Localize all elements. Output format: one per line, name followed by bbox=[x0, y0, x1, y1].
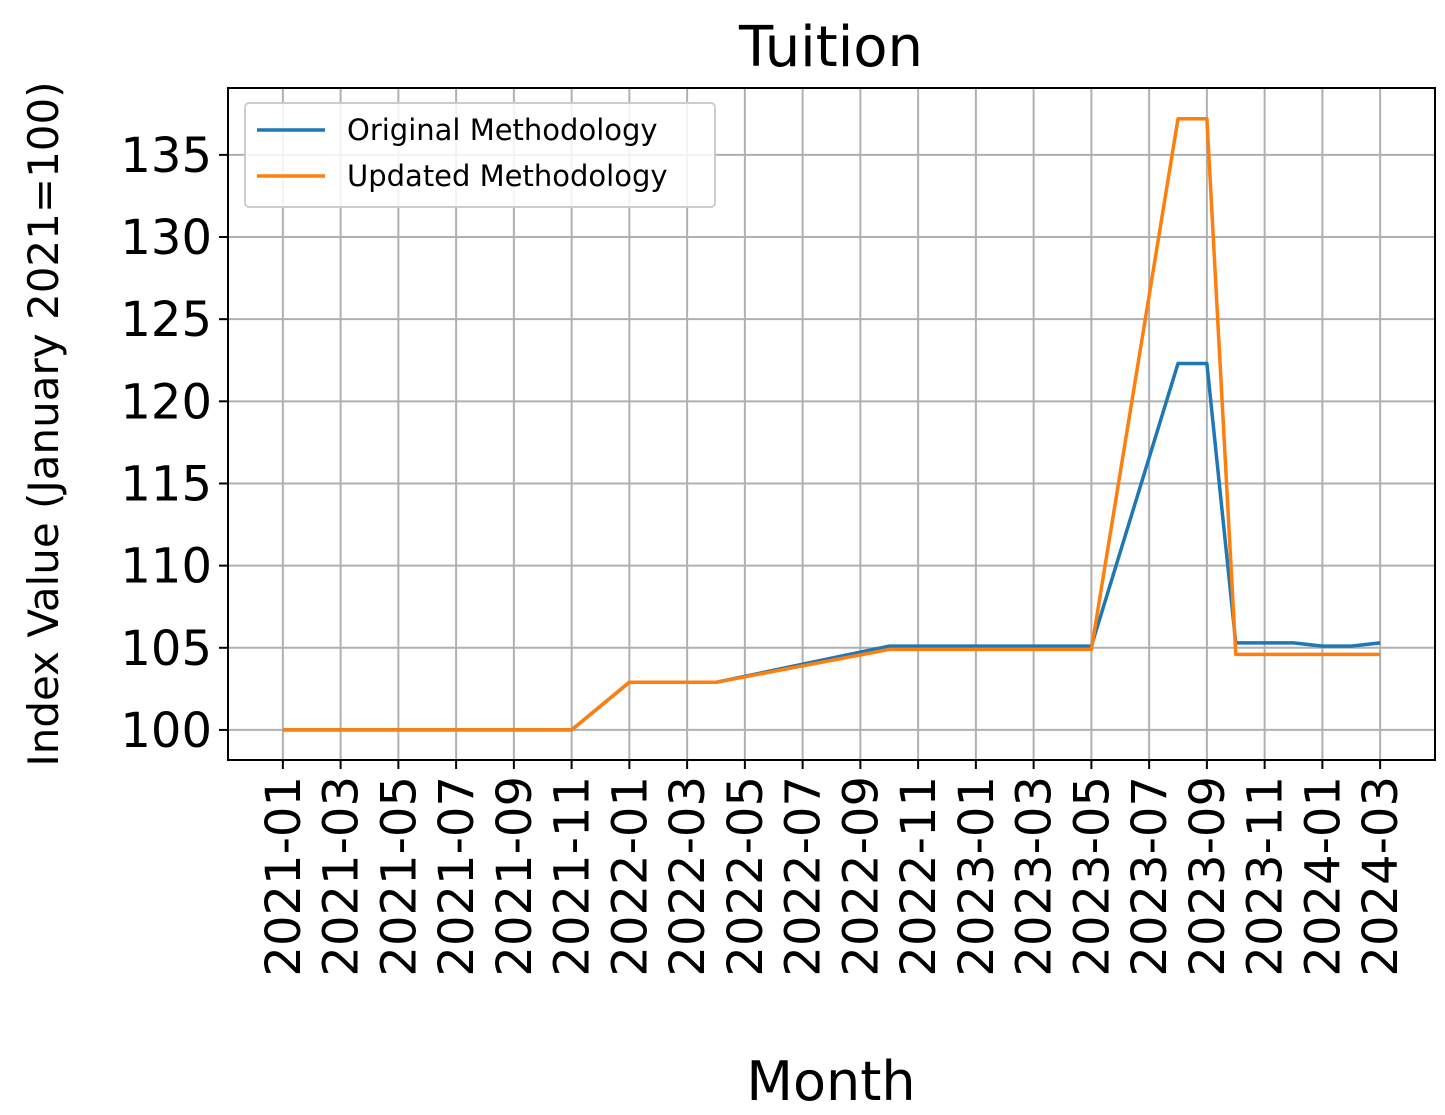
y-tick-label: 110 bbox=[120, 539, 212, 595]
x-tick-label: 2022-09 bbox=[833, 776, 889, 977]
plot-frame bbox=[227, 87, 1436, 761]
series-line bbox=[282, 361, 1381, 732]
x-tick-label: 2024-03 bbox=[1353, 776, 1409, 977]
x-tick-label: 2024-01 bbox=[1295, 776, 1351, 977]
y-tick-label: 135 bbox=[120, 128, 212, 184]
x-axis-label: Month bbox=[746, 1050, 915, 1113]
y-tick-label: 125 bbox=[120, 292, 212, 348]
x-tick-label: 2023-05 bbox=[1064, 776, 1120, 977]
y-tick-label: 130 bbox=[120, 210, 212, 266]
x-tick-label: 2022-03 bbox=[660, 776, 716, 977]
x-tick-label: 2023-03 bbox=[1007, 776, 1063, 977]
x-tick-label: 2021-03 bbox=[314, 776, 370, 977]
legend-label: Original Methodology bbox=[347, 113, 658, 147]
y-axis-label: Index Value (January 2021=100) bbox=[19, 81, 68, 766]
y-tick-label: 105 bbox=[120, 621, 212, 677]
legend-box bbox=[244, 102, 716, 208]
x-tick-label: 2021-01 bbox=[256, 776, 312, 977]
series-line bbox=[282, 116, 1381, 732]
y-tick-label: 115 bbox=[120, 456, 212, 512]
x-tick-label: 2021-11 bbox=[545, 776, 601, 977]
chart-title: Tuition bbox=[738, 15, 923, 80]
y-tick-label: 120 bbox=[120, 374, 212, 430]
x-tick-label: 2023-11 bbox=[1238, 776, 1294, 977]
y-tick-label: 100 bbox=[120, 703, 212, 759]
legend-label: Updated Methodology bbox=[347, 159, 668, 193]
x-tick-label: 2022-11 bbox=[891, 776, 947, 977]
x-tick-label: 2022-07 bbox=[776, 776, 832, 977]
x-tick-label: 2023-01 bbox=[949, 776, 1005, 977]
x-tick-label: 2022-01 bbox=[602, 776, 658, 977]
x-tick-label: 2023-09 bbox=[1180, 776, 1236, 977]
x-tick-label: 2023-07 bbox=[1122, 776, 1178, 977]
x-tick-label: 2021-07 bbox=[429, 776, 485, 977]
x-tick-label: 2021-09 bbox=[487, 776, 543, 977]
x-tick-label: 2021-05 bbox=[371, 776, 427, 977]
x-tick-label: 2022-05 bbox=[718, 776, 774, 977]
